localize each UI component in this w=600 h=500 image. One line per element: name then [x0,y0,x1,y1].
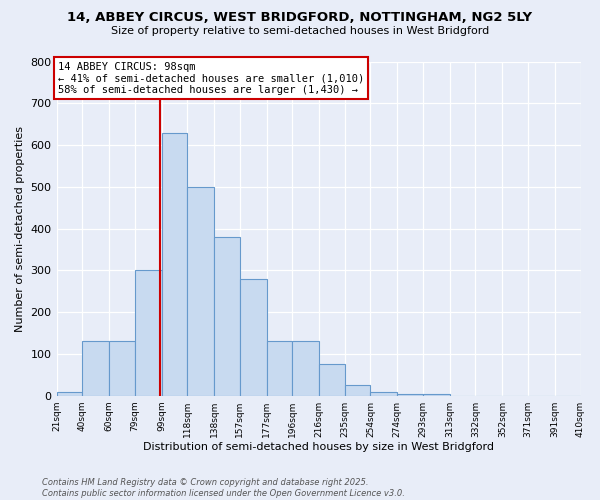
Bar [134,270,161,396]
X-axis label: Distribution of semi-detached houses by size in West Bridgford: Distribution of semi-detached houses by … [143,442,494,452]
Bar [370,392,397,396]
Bar [56,392,82,396]
Bar [109,342,134,396]
Text: 14 ABBEY CIRCUS: 98sqm
← 41% of semi-detached houses are smaller (1,010)
58% of : 14 ABBEY CIRCUS: 98sqm ← 41% of semi-det… [58,62,364,94]
Bar [345,386,370,396]
Bar [292,342,319,396]
Y-axis label: Number of semi-detached properties: Number of semi-detached properties [15,126,25,332]
Bar [187,187,214,396]
Text: 14, ABBEY CIRCUS, WEST BRIDGFORD, NOTTINGHAM, NG2 5LY: 14, ABBEY CIRCUS, WEST BRIDGFORD, NOTTIN… [67,11,533,24]
Bar [214,237,240,396]
Bar [82,342,109,396]
Bar [161,132,187,396]
Bar [397,394,423,396]
Bar [266,342,292,396]
Bar [319,364,345,396]
Bar [240,278,266,396]
Text: Contains HM Land Registry data © Crown copyright and database right 2025.
Contai: Contains HM Land Registry data © Crown c… [42,478,405,498]
Text: Size of property relative to semi-detached houses in West Bridgford: Size of property relative to semi-detach… [111,26,489,36]
Bar [423,394,450,396]
